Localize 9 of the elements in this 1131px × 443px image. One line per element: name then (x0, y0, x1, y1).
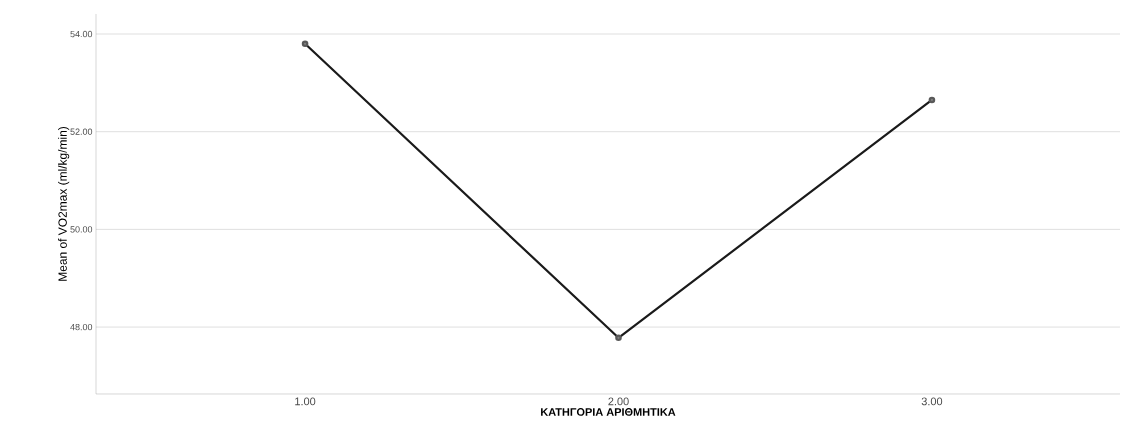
y-tick-label: 52.00 (70, 128, 93, 135)
x-tick-label: 3.00 (921, 397, 943, 406)
y-tick-label: 54.00 (70, 30, 93, 38)
x-axis-title: ΚΑΤΗΓΟΡΙΑ ΑΡΙΘΜΗΤΙΚΑ (541, 408, 676, 416)
x-tick-label: 1.00 (295, 397, 316, 406)
y-tick-label: 50.00 (70, 226, 93, 233)
y-tick-label: 48.00 (70, 323, 93, 331)
y-axis-title: Mean of VO2max (ml/kg/min) (58, 127, 70, 281)
x-tick-label: 2.00 (608, 397, 629, 406)
